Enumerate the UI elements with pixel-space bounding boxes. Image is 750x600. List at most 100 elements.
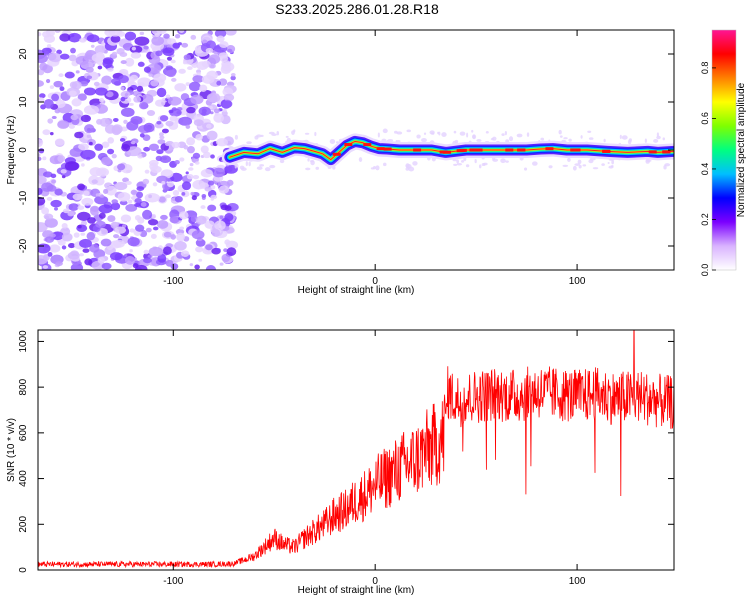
halo-cell [505,160,509,163]
noise-cell [166,69,176,78]
noise-cell [157,253,167,263]
noise-cell [98,212,106,219]
halo-cell [572,165,577,171]
noise-cell [230,73,236,77]
noise-cell [222,100,233,108]
noise-cell [139,133,145,138]
y-tick-label: 400 [18,470,29,487]
noise-cell [68,54,77,62]
noise-cell [177,141,187,149]
noise-cell [186,106,196,114]
noise-cell [51,115,57,120]
noise-cell [159,155,172,164]
noise-cell [39,93,46,99]
noise-cell [120,96,126,102]
x-tick-label: -100 [163,276,183,287]
noise-cell [161,180,166,185]
noise-cell [215,248,221,252]
noise-cell [57,155,66,163]
noise-cell [148,73,153,77]
noise-cell [103,188,109,194]
noise-cell [38,139,44,146]
halo-cell [619,134,622,140]
noise-cell [101,75,113,86]
noise-cell [81,197,94,206]
noise-cell [148,246,164,257]
noise-cell [43,171,53,178]
noise-cell [88,141,93,146]
noise-cell [68,124,75,129]
halo-cell [588,159,594,164]
halo-cell [558,129,562,135]
noise-cell [95,220,106,229]
noise-cell [139,101,149,110]
noise-cell [150,80,159,87]
noise-cell [83,105,99,115]
noise-cell [38,54,48,64]
halo-cell [246,141,252,145]
noise-cell [154,32,160,37]
noise-cell [107,137,115,144]
noise-cell [161,128,169,134]
noise-cell [171,77,177,82]
noise-cell [60,169,67,174]
noise-cell [82,248,90,253]
noise-cell [56,49,63,55]
noise-cell [143,249,149,255]
noise-cell [178,116,193,126]
noise-cell [174,241,187,251]
noise-cell [174,195,183,203]
halo-cell [405,167,410,171]
noise-cell [81,163,85,167]
noise-cell [64,71,75,79]
noise-cell [224,205,232,212]
halo-cell [540,137,545,141]
noise-cell [77,224,82,229]
noise-cell [159,115,169,122]
noise-cell [216,138,228,147]
halo-cell [526,132,530,137]
noise-cell [113,234,120,239]
noise-cell [74,131,84,139]
halo-cell [315,166,320,170]
colorbar-tick-label: 0.0 [700,264,710,277]
halo-cell [396,131,403,135]
noise-cell [123,119,128,124]
noise-cell [95,193,100,197]
noise-cell [129,228,135,233]
signal-peak [545,147,554,151]
noise-cell [43,98,54,109]
noise-cell [192,174,200,180]
noise-cell [38,175,47,185]
noise-cell [195,246,204,253]
halo-cell [276,131,280,136]
halo-cell [471,129,474,133]
noise-cell [59,33,71,42]
noise-cell [222,108,227,112]
signal-peak [517,148,526,152]
noise-cell [107,67,114,72]
signal-peak [383,147,392,151]
noise-cell [174,33,181,39]
noise-cell [72,193,83,201]
halo-cell [474,158,477,164]
noise-cell [61,175,66,179]
noise-cell [193,119,204,127]
noise-cell [137,61,145,67]
noise-cell [111,78,121,85]
noise-cell [104,30,116,37]
snr-panel: -100 0 100 0 200 400 600 800 1000 Height of str… [6,329,675,596]
noise-cell [160,214,168,220]
noise-cell [96,51,105,59]
noise-cell [206,130,218,141]
noise-cell [178,211,189,220]
noise-cell [124,253,128,257]
signal-peak [505,148,514,152]
noise-cell [98,204,113,214]
halo-cell [516,133,523,138]
noise-cell [38,156,42,161]
noise-cell [195,133,203,141]
halo-cell [453,130,457,134]
noise-cell [120,107,135,118]
